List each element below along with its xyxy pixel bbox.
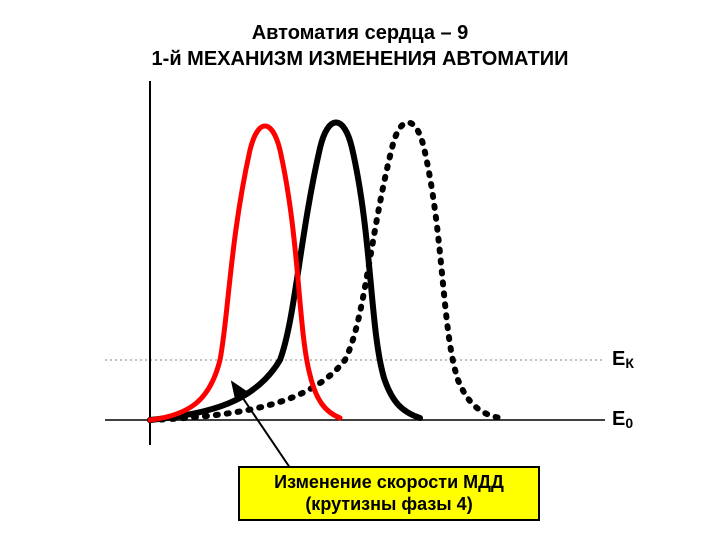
curve-red xyxy=(150,126,340,420)
label-e0-sub: 0 xyxy=(625,415,633,431)
curve-black-dotted xyxy=(150,123,500,421)
diagram-svg xyxy=(0,0,720,540)
caption-line-1: Изменение скорости МДД xyxy=(274,472,504,492)
caption-box: Изменение скорости МДД (крутизны фазы 4) xyxy=(238,466,540,521)
label-ek-main: Е xyxy=(612,348,625,370)
label-ek-sub: К xyxy=(625,355,634,371)
label-ek: ЕК xyxy=(612,348,634,371)
label-e0: Е0 xyxy=(612,408,633,431)
caption-line-2: (крутизны фазы 4) xyxy=(305,494,472,514)
label-e0-main: Е xyxy=(612,408,625,430)
